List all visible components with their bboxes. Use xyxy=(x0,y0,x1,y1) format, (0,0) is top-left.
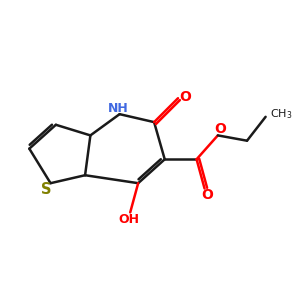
Text: O: O xyxy=(201,188,213,202)
Text: CH$_3$: CH$_3$ xyxy=(270,107,292,121)
Text: O: O xyxy=(214,122,226,136)
Text: OH: OH xyxy=(118,212,140,226)
Text: S: S xyxy=(41,182,52,196)
Text: O: O xyxy=(179,90,191,104)
Text: NH: NH xyxy=(108,102,129,115)
